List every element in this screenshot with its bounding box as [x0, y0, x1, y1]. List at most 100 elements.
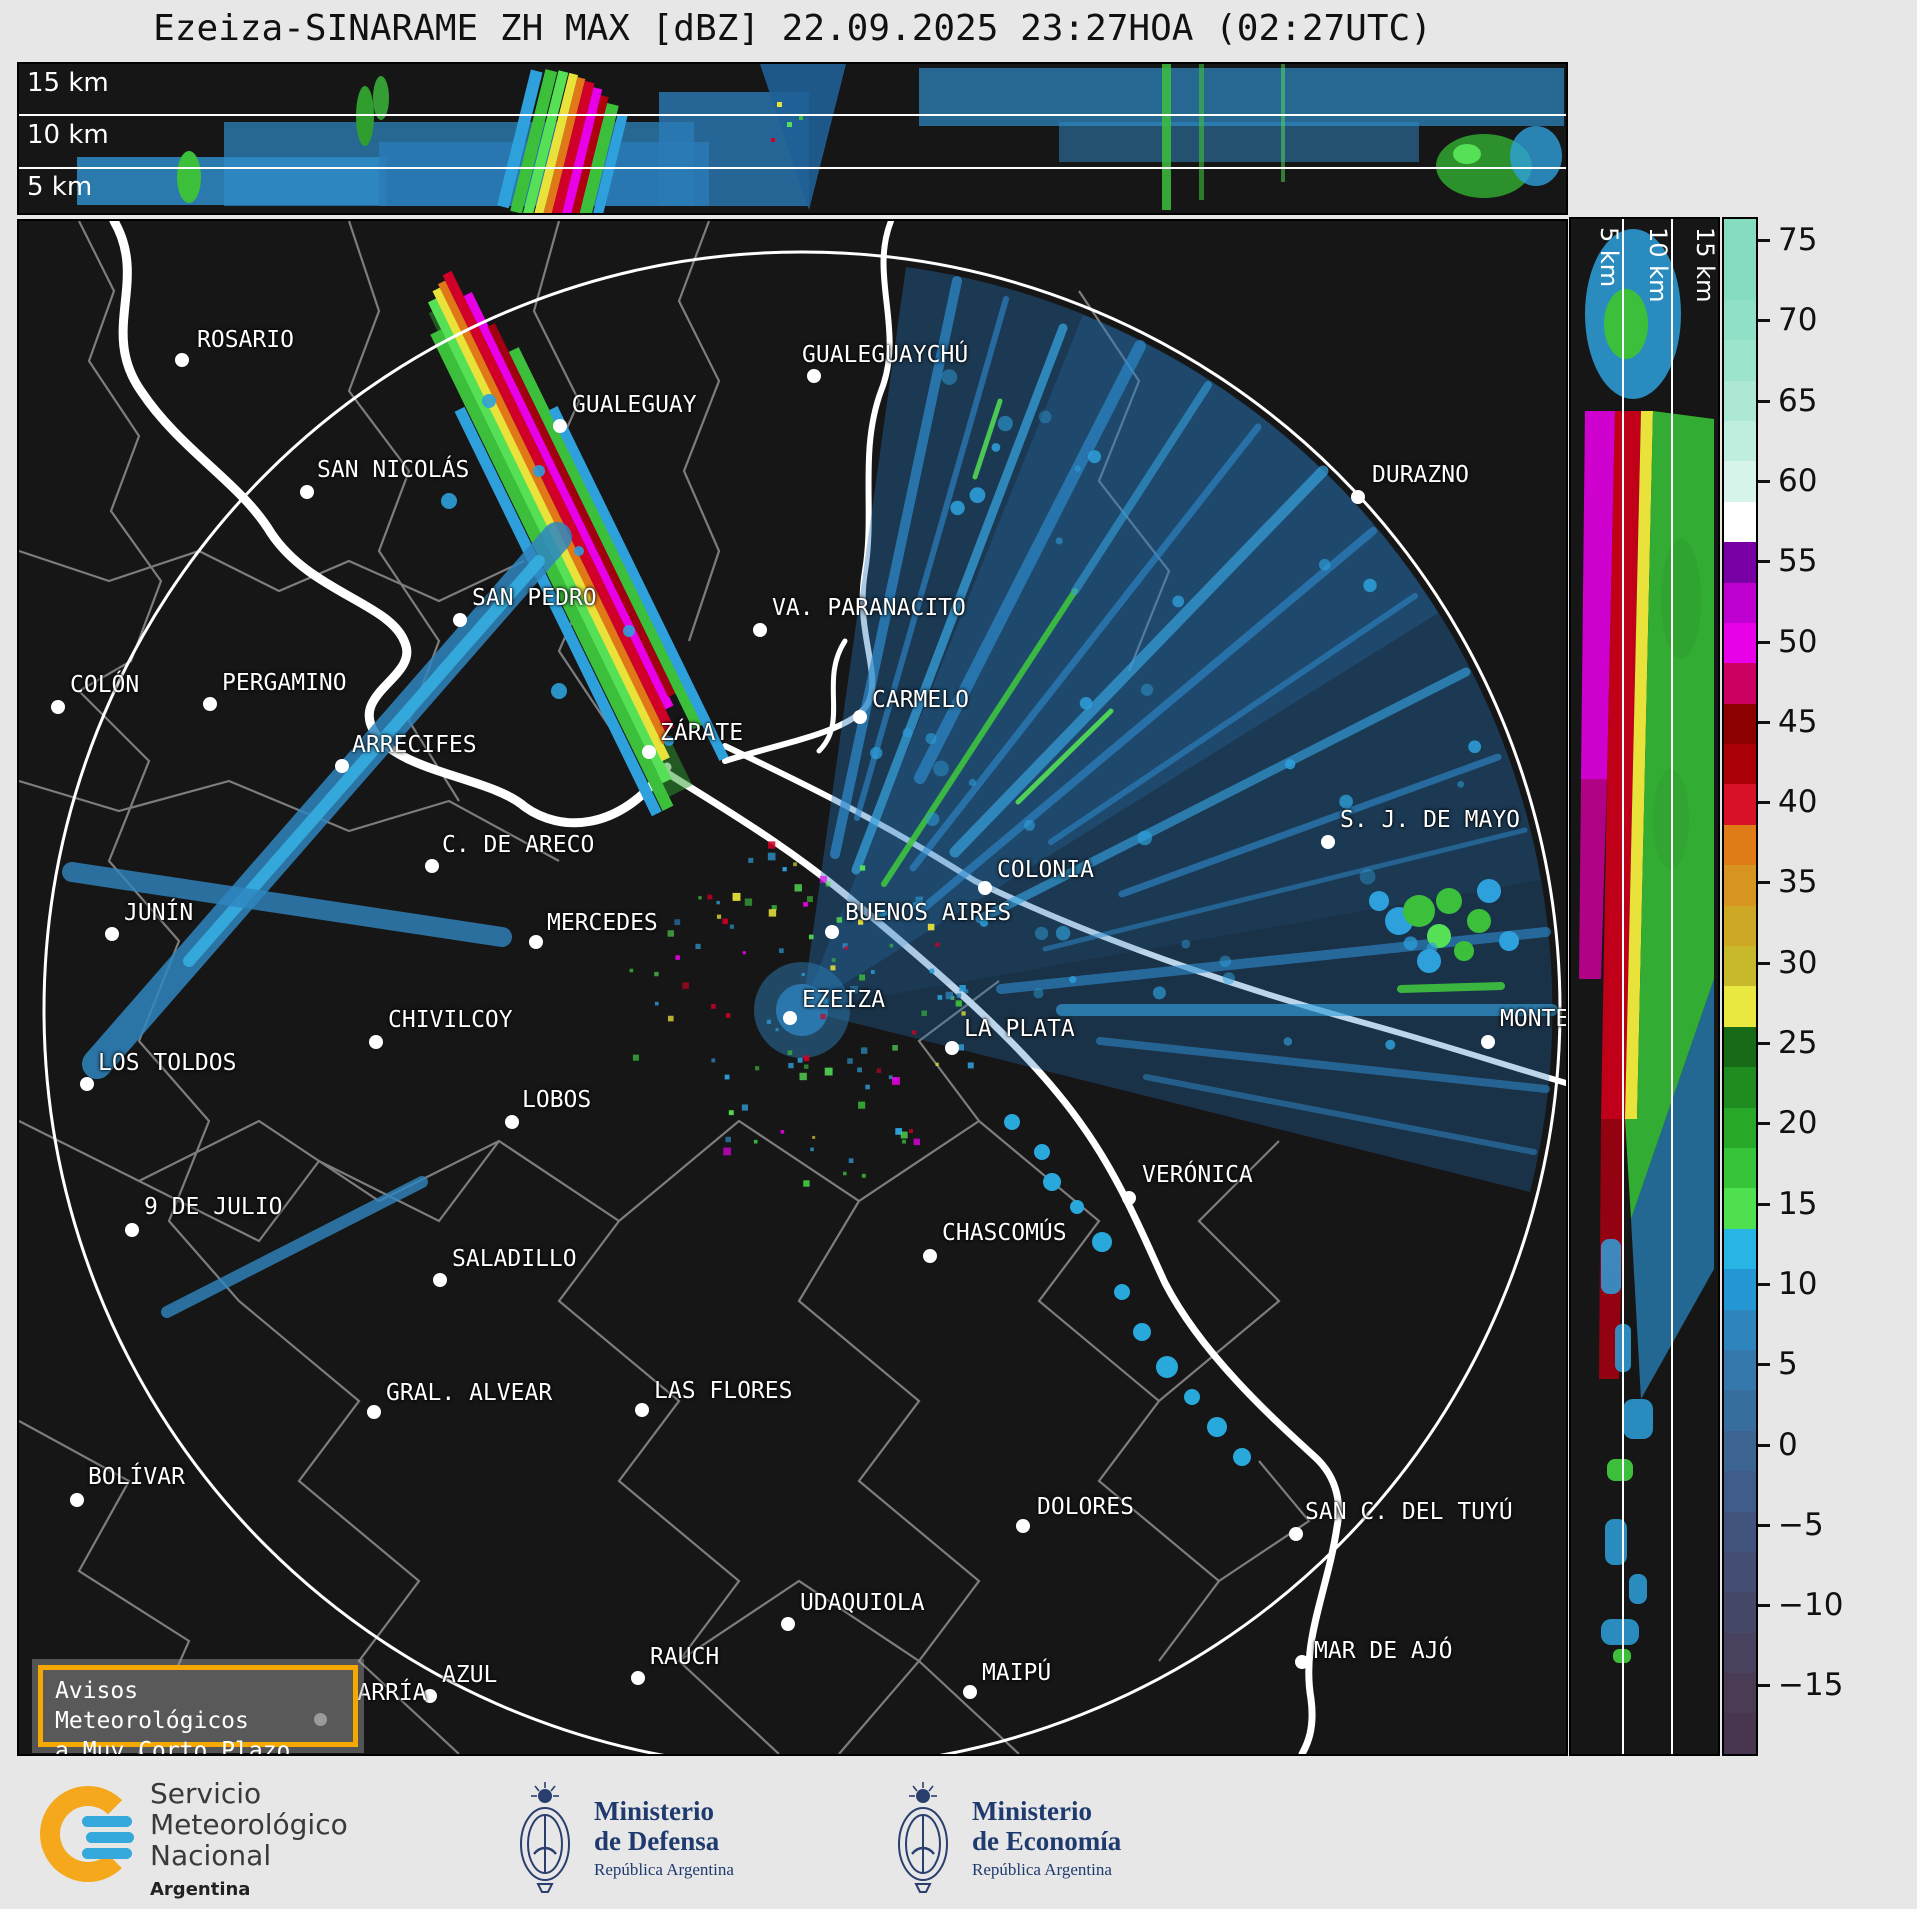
city-label: LOS TOLDOS: [98, 1050, 237, 1076]
colorbar-block: [1724, 784, 1756, 825]
colorbar-tick-mark: [1758, 1042, 1770, 1045]
city-label: GRAL. ALVEAR: [386, 1380, 553, 1406]
colorbar-block: [1724, 905, 1756, 947]
alert-dot-icon: [314, 1713, 327, 1726]
top-panel-10km-label: 10 km: [27, 120, 109, 150]
city-dot: [51, 700, 65, 714]
city-dot: [807, 369, 821, 383]
city-dot: [978, 881, 992, 895]
colorbar-tick-mark: [1758, 1443, 1770, 1447]
city-label: CARMELO: [872, 687, 969, 713]
colorbar-tick-label: 45: [1778, 703, 1818, 740]
colorbar-block: [1724, 1430, 1756, 1472]
city-label: MONTEVIDEO: [1500, 1006, 1568, 1032]
city-label: LAS FLORES: [654, 1378, 793, 1404]
city-dot: [1295, 1655, 1309, 1669]
city-label: S. J. DE MAYO: [1340, 807, 1521, 833]
top-panel-5km-label: 5 km: [27, 172, 93, 202]
colorbar-block: [1724, 340, 1756, 381]
city-label: JUNÍN: [124, 900, 194, 926]
colorbar-block: [1724, 1390, 1756, 1431]
colorbar-tick-label: 75: [1778, 222, 1818, 258]
city-dot: [631, 1671, 645, 1685]
city-label: SAN PEDRO: [472, 585, 597, 611]
economia-crest-icon: [898, 1782, 948, 1893]
colorbar-block: [1724, 380, 1756, 421]
admin-boundaries: [19, 221, 1311, 1754]
city-label: EZEIZA: [802, 987, 886, 1013]
colorbar-tick-label: −10: [1778, 1587, 1844, 1624]
city-dot: [1481, 1035, 1495, 1049]
colorbar-block: [1724, 986, 1756, 1027]
city-dot: [335, 759, 349, 773]
city-label: VA. PARANACITO: [772, 595, 966, 621]
dbz-colorbar: [1722, 217, 1758, 1756]
city-label: SALADILLO: [452, 1246, 577, 1272]
colorbar-tick-label: 55: [1778, 543, 1818, 580]
colorbar-block: [1724, 1511, 1756, 1552]
city-label: SAN C. DEL TUYÚ: [1305, 1499, 1513, 1525]
rivers-coastline: [109, 221, 1566, 1754]
colorbar-tick-label: 0: [1778, 1426, 1798, 1463]
alert-line1: Avisos Meteorológicos: [55, 1678, 249, 1734]
city-label: PERGAMINO: [222, 670, 347, 696]
colorbar-tick-label: 10: [1778, 1265, 1818, 1302]
city-dot: [945, 1041, 959, 1055]
colorbar-tick-mark: [1758, 801, 1770, 805]
colorbar-tick-label: 50: [1778, 623, 1818, 660]
city-label: ARRECIFES: [352, 732, 477, 758]
colorbar-block: [1724, 1188, 1756, 1229]
city-dot: [1289, 1527, 1303, 1541]
city-label: BOLÍVAR: [88, 1464, 185, 1490]
city-dot: [369, 1035, 383, 1049]
colorbar-tick-label: 70: [1778, 302, 1818, 339]
top-cross-section-panel: 15 km 10 km 5 km: [17, 62, 1568, 215]
colorbar-tick-label: 65: [1778, 382, 1818, 419]
colorbar-block: [1724, 1349, 1756, 1391]
city-dot: [753, 623, 767, 637]
colorbar-block: [1724, 744, 1756, 785]
city-dot: [1351, 490, 1365, 504]
city-label: VERÓNICA: [1142, 1162, 1253, 1188]
alert-banner[interactable]: Avisos Meteorológicos a Muy Corto Plazo: [32, 1659, 364, 1754]
colorbar-block: [1724, 946, 1756, 987]
city-dot: [80, 1077, 94, 1091]
colorbar-block: [1724, 420, 1756, 462]
colorbar-block: [1724, 501, 1756, 543]
range-ring: [42, 250, 1562, 1754]
colorbar-tick-mark: [1758, 560, 1770, 564]
city-label: UDAQUIOLA: [800, 1590, 925, 1616]
colorbar-tick-label: −15: [1778, 1667, 1844, 1704]
colorbar-tick-mark: [1758, 881, 1770, 885]
city-dot: [781, 1617, 795, 1631]
right-panel-10km-label: 10 km: [1644, 227, 1672, 303]
colorbar-block: [1724, 461, 1756, 502]
colorbar-tick-mark: [1758, 399, 1770, 403]
city-label: AZUL: [442, 1662, 498, 1688]
colorbar-block: [1724, 542, 1756, 583]
colorbar-tick-mark: [1758, 1282, 1770, 1286]
city-dot: [635, 1403, 649, 1417]
radar-echoes: [62, 267, 1558, 1466]
colorbar-tick-mark: [1758, 720, 1770, 724]
city-label: C. DE ARECO: [442, 832, 595, 858]
city-dot: [105, 927, 119, 941]
city-dot: [963, 1685, 977, 1699]
city-dot: [203, 697, 217, 711]
se-echo-chain: [1004, 1114, 1251, 1466]
city-dot: [423, 1689, 437, 1703]
right-cross-section-panel: 5 km 10 km 15 km: [1569, 217, 1720, 1756]
colorbar-block: [1724, 582, 1756, 623]
colorbar-block: [1724, 1026, 1756, 1068]
city-dot: [825, 925, 839, 939]
colorbar-block: [1724, 1228, 1756, 1270]
city-label: RAUCH: [650, 1644, 720, 1670]
city-label: ROSARIO: [197, 327, 294, 353]
colorbar-tick-mark: [1758, 239, 1770, 242]
colorbar-block: [1724, 259, 1756, 300]
colorbar-block: [1724, 1309, 1756, 1350]
colorbar-block: [1724, 1673, 1756, 1714]
city-dot: [505, 1115, 519, 1129]
colorbar-tick-mark: [1758, 1202, 1770, 1206]
colorbar-tick-mark: [1758, 479, 1770, 483]
